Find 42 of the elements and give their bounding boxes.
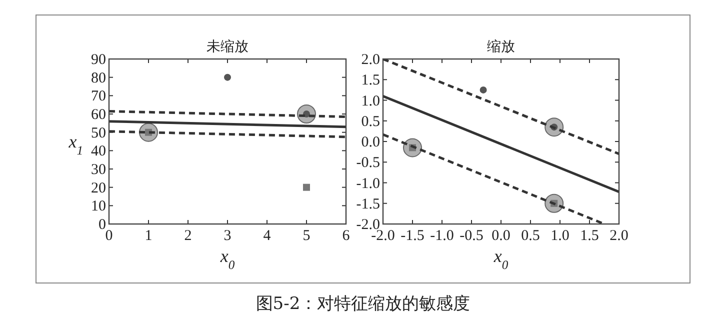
y-tick-label: 2.0 (361, 52, 380, 68)
y-tick-label: -1.0 (356, 176, 380, 192)
y-tick-label: 30 (91, 162, 106, 178)
x-tick-label: -2.0 (371, 228, 395, 244)
x-tick-label: 0.0 (492, 228, 510, 244)
y-axis-title: x$_{1}$ (68, 132, 83, 158)
point (480, 86, 487, 94)
x-tick-label: -1.5 (400, 228, 424, 244)
y-tick-label: -1.5 (356, 196, 380, 212)
y-tick-label: 70 (91, 88, 106, 105)
x-tick-label: 3 (224, 228, 232, 244)
y-tick-label: 40 (91, 144, 106, 160)
x-tick-label: -1.0 (430, 228, 454, 244)
y-tick-label: 1.5 (361, 72, 380, 89)
x-axis-title: x$_{0}$ (219, 246, 236, 272)
x-tick-label: 2.0 (610, 228, 628, 244)
point (224, 74, 231, 81)
y-tick-label: 80 (91, 70, 106, 86)
y-tick-label: -0.5 (356, 155, 380, 172)
x-tick-label: 0.5 (521, 228, 540, 244)
x-tick-label: 1 (144, 228, 152, 244)
x-tick-label: 6 (342, 228, 350, 244)
y-tick-label: 60 (91, 107, 106, 123)
y-tick-label: 50 (91, 125, 106, 142)
x-axis-title: x$_{0}$ (492, 246, 509, 272)
x-tick-label: 1.0 (550, 228, 570, 244)
chart-title: 缩放 (487, 39, 515, 55)
x-tick-label: -0.5 (460, 228, 484, 244)
y-tick-label: 0 (98, 217, 106, 233)
y-tick-label: 90 (91, 52, 106, 68)
y-tick-label: 20 (91, 180, 106, 196)
x-tick-label: 2 (184, 228, 192, 244)
y-tick-label: 0.5 (361, 114, 380, 130)
y-tick-label: 0.0 (361, 134, 380, 150)
y-tick-label: 1.0 (361, 93, 380, 110)
point (303, 184, 310, 191)
x-tick-label: 1.5 (580, 228, 599, 244)
y-tick-label: 10 (91, 198, 106, 215)
chart-title: 未缩放 (206, 39, 248, 55)
x-tick-label: 5 (302, 228, 310, 244)
x-tick-label: 4 (263, 228, 272, 244)
caption: 图5-2：对特征缩放的敏感度 (256, 294, 470, 314)
